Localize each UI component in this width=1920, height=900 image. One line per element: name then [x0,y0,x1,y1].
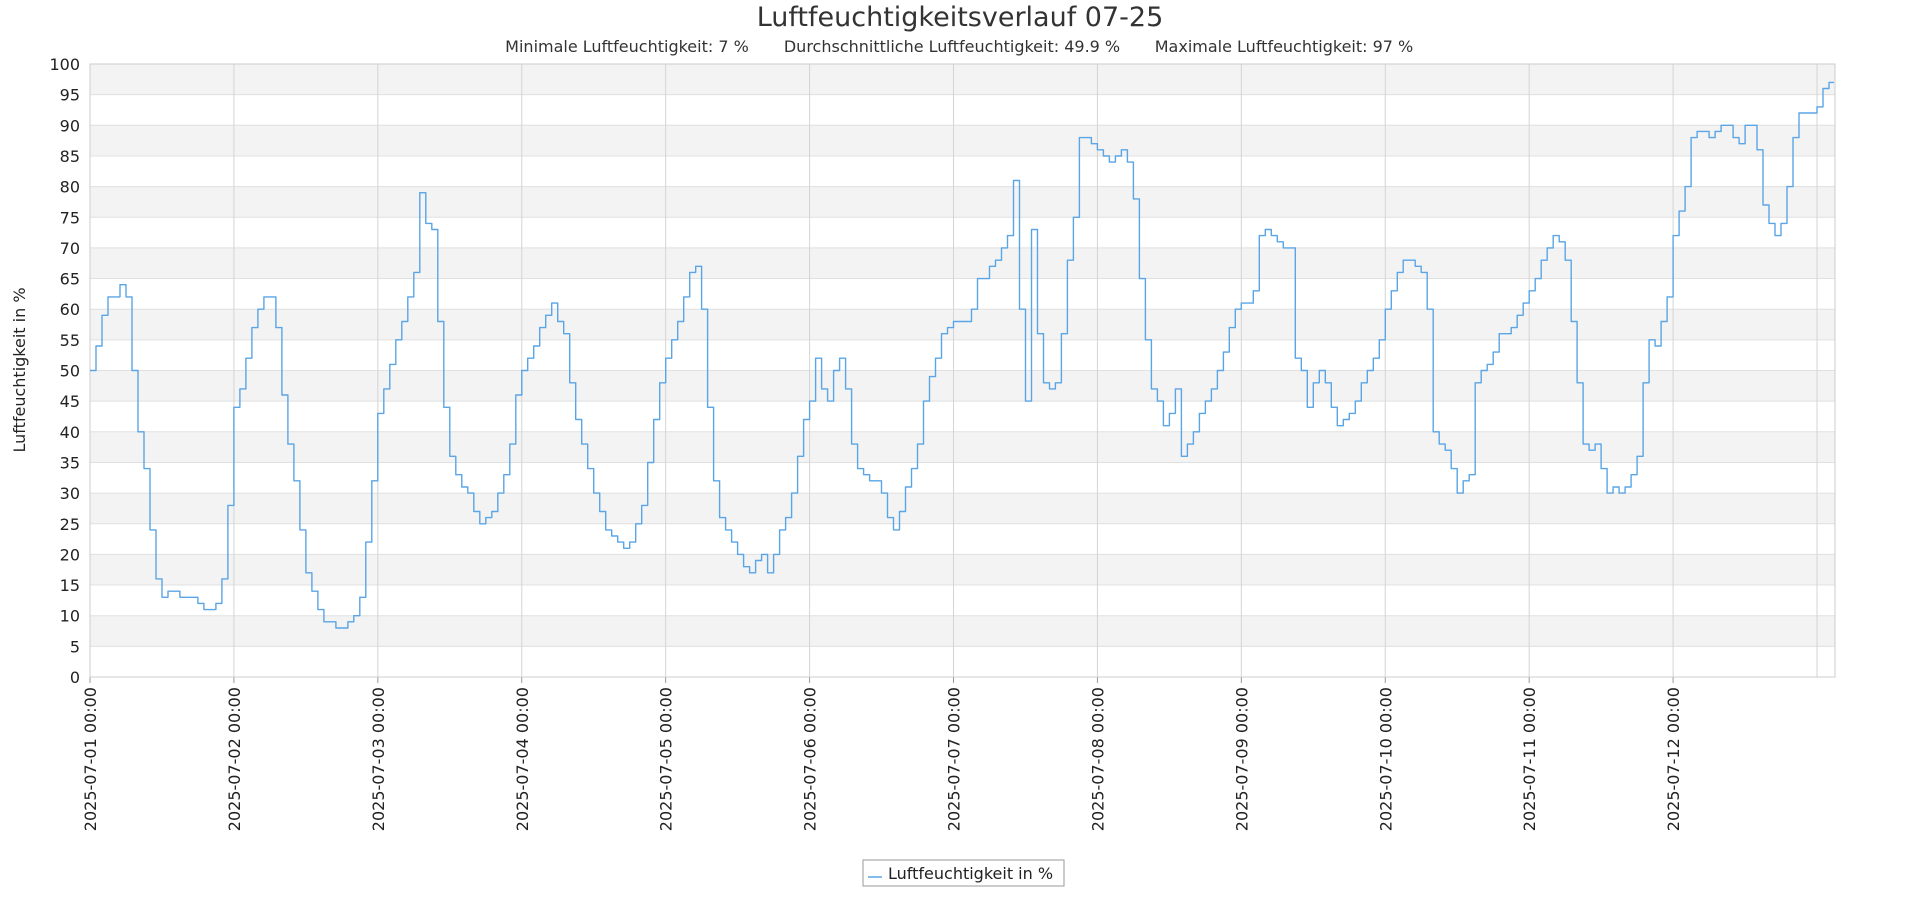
legend-label: Luftfeuchtigkeit in % [888,864,1053,883]
x-tick-label: 2025-07-03 00:00 [369,687,388,831]
grid-band [90,554,1835,586]
y-tick-label: 75 [60,208,80,227]
x-tick-label: 2025-07-04 00:00 [513,687,532,831]
y-tick-label: 90 [60,116,80,135]
y-tick-label: 60 [60,300,80,319]
y-axis-label: Luftfeuchtigkeit in % [10,287,29,452]
x-tick-label: 2025-07-05 00:00 [657,687,676,831]
y-tick-label: 20 [60,545,80,564]
legend-box [862,859,1065,887]
y-tick-label: 65 [60,270,80,289]
y-tick-label: 50 [60,362,80,381]
x-tick-label: 2025-07-12 00:00 [1664,687,1683,831]
grid-band [90,247,1835,279]
grid-band [90,493,1835,524]
grid-bands [90,64,1835,647]
stat-max-humidity: Maximale Luftfeuchtigkeit: 97 % [1155,37,1414,56]
grid-band [90,370,1835,402]
chart-stats: Minimale Luftfeuchtigkeit: 7 % Durchschn… [505,37,1413,56]
y-tick-label: 70 [60,239,80,258]
y-tick-label: 85 [60,147,80,166]
y-tick-label: 10 [60,607,80,626]
x-tick-label: 2025-07-07 00:00 [945,687,964,831]
grid-band [90,125,1835,156]
x-tick-label: 2025-07-02 00:00 [225,687,244,831]
y-tick-label: 25 [60,515,80,534]
x-axis-tick-labels: 2025-07-01 00:00 2025-07-02 00:00 2025-07-… [81,687,1683,831]
x-tick-label: 2025-07-08 00:00 [1088,687,1107,831]
y-tick-label: 30 [60,484,80,503]
series-line [90,81,1834,629]
x-tick-label: 2025-07-06 00:00 [801,687,820,831]
y-tick-label: 15 [60,576,80,595]
grid-band [90,615,1835,647]
series-layer [90,81,1834,629]
y-axis-tick-labels: 0 5 10 15 20 25 30 35 40 45 50 55 60 65 70 75 80 85 90 95 10… [49,55,80,687]
x-tick-label: 2025-07-09 00:00 [1232,687,1251,831]
grid-band [90,431,1835,463]
x-tick-label: 2025-07-01 00:00 [81,687,100,831]
y-tick-label: 45 [60,392,80,411]
y-tick-label: 0 [70,668,80,687]
stat-min-humidity: Minimale Luftfeuchtigkeit: 7 % [505,37,749,56]
grid-band [90,186,1835,218]
y-tick-label: 100 [49,55,80,74]
y-tick-label: 5 [70,637,80,656]
y-tick-label: 55 [60,331,80,350]
x-tick-label: 2025-07-10 00:00 [1376,687,1395,831]
grid-band [90,64,1835,95]
y-tick-label: 80 [60,178,80,197]
horizontal-gridlines [90,63,1835,678]
legend: Luftfeuchtigkeit in % [862,859,1065,887]
stat-avg-humidity: Durchschnittliche Luftfeuchtigkeit: 49.9… [784,37,1120,56]
y-tick-label: 35 [60,453,80,472]
chart-title: Luftfeuchtigkeitsverlauf 07-25 [757,2,1164,33]
x-tick-label: 2025-07-11 00:00 [1520,687,1539,831]
grid-band [90,309,1835,340]
y-tick-label: 40 [60,423,80,442]
y-tick-label: 95 [60,86,80,105]
